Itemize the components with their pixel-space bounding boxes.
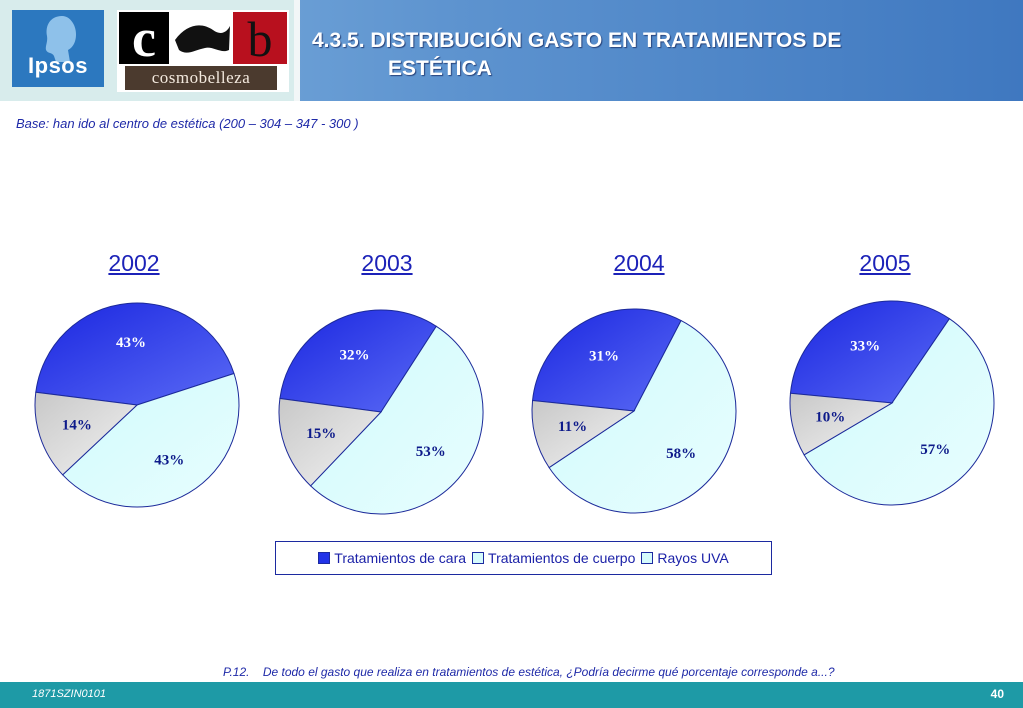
legend-label-uva: Rayos UVA bbox=[657, 550, 729, 566]
pie-slice-2004-cuerpo bbox=[548, 319, 737, 514]
cosmobelleza-logo-text: cosmobelleza bbox=[151, 68, 251, 87]
legend-swatch-cuerpo bbox=[472, 552, 485, 564]
ipsos-face-icon bbox=[45, 16, 76, 62]
legend-label-cuerpo: Tratamientos de cuerpo bbox=[488, 550, 636, 566]
svg-text:b: b bbox=[248, 11, 273, 67]
pie-slice-2004-cara bbox=[531, 308, 682, 412]
legend-item-cuerpo: Tratamientos de cuerpo bbox=[472, 550, 635, 566]
logo-separator bbox=[294, 0, 300, 101]
pie-label-2003-cuerpo: 53% bbox=[416, 444, 446, 460]
base-note: Base: han ido al centro de estética (200… bbox=[16, 116, 359, 131]
pie-slice-2004-uva bbox=[531, 399, 636, 469]
year-label-2002: 2002 bbox=[108, 250, 160, 276]
pie-slice-2003-cuerpo bbox=[309, 325, 484, 515]
cosmobelleza-logo: c b cosmobelleza bbox=[117, 10, 289, 92]
pie-label-2004-uva: 11% bbox=[558, 419, 587, 435]
page-title: 4.3.5. DISTRIBUCIÓN GASTO EN TRATAMIENTO… bbox=[312, 27, 841, 83]
legend-item-uva: Rayos UVA bbox=[641, 550, 729, 566]
ipsos-logo-text: Ipsos bbox=[28, 53, 88, 78]
question-text: De todo el gasto que realiza en tratamie… bbox=[262, 665, 835, 679]
question-code: P.12. bbox=[223, 665, 250, 679]
pie-label-2004-cuerpo: 58% bbox=[666, 446, 696, 462]
page-title-line1: 4.3.5. DISTRIBUCIÓN GASTO EN TRATAMIENTO… bbox=[312, 29, 842, 52]
pie-label-2002-uva: 14% bbox=[62, 418, 92, 434]
year-label-2003: 2003 bbox=[361, 250, 413, 276]
pie-slice-2002-cuerpo bbox=[61, 372, 240, 508]
pie-label-2003-uva: 15% bbox=[306, 426, 336, 442]
legend-label-cara: Tratamientos de cara bbox=[334, 550, 467, 566]
pie-label-2005-cuerpo: 57% bbox=[920, 442, 950, 458]
page-number: 40 bbox=[990, 687, 1004, 701]
ipsos-logo: Ipsos bbox=[12, 10, 104, 87]
footer-bar: 1871SZIN0101 40 bbox=[0, 682, 1023, 708]
pie-label-2002-cuerpo: 43% bbox=[154, 452, 184, 468]
footer-code: 1871SZIN0101 bbox=[32, 688, 106, 700]
svg-text:c: c bbox=[132, 10, 156, 68]
cosmobelleza-emblem-icon: c b bbox=[119, 10, 287, 90]
header-banner: Ipsos c b cosmobelleza 4.3.5. DISTRIBUCI… bbox=[0, 0, 1023, 101]
pie-slice-2003-uva bbox=[278, 397, 383, 487]
pie-slice-2005-cara bbox=[789, 300, 951, 404]
pie-slice-2005-cuerpo bbox=[803, 318, 995, 506]
pie-slice-2002-cara bbox=[35, 302, 235, 406]
logo-panel: Ipsos c b cosmobelleza bbox=[0, 0, 294, 101]
year-label-2005: 2005 bbox=[859, 250, 911, 276]
pie-label-2004-cara: 31% bbox=[589, 348, 619, 364]
legend-swatch-uva bbox=[641, 552, 654, 564]
year-label-2004: 2004 bbox=[613, 250, 665, 276]
pie-slice-2005-uva bbox=[789, 392, 894, 456]
pie-label-2003-cara: 32% bbox=[340, 348, 370, 364]
chart-legend: Tratamientos de cara Tratamientos de cue… bbox=[275, 541, 772, 575]
pie-label-2005-uva: 10% bbox=[815, 410, 845, 426]
pie-label-2005-cara: 33% bbox=[850, 339, 880, 355]
question-note: P.12. De todo el gasto que realiza en tr… bbox=[223, 665, 835, 679]
page-title-line2: ESTÉTICA bbox=[388, 57, 492, 80]
pie-slice-2002-uva bbox=[34, 391, 139, 476]
legend-item-cara: Tratamientos de cara bbox=[318, 550, 466, 566]
pie-label-2002-cara: 43% bbox=[116, 335, 146, 351]
legend-swatch-cara bbox=[318, 552, 331, 564]
